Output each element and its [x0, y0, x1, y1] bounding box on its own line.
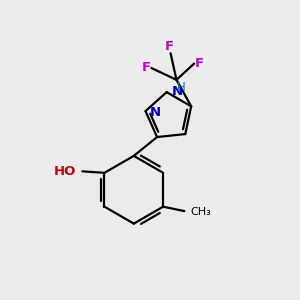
Text: N: N	[150, 106, 161, 119]
Text: HO: HO	[54, 165, 76, 178]
Text: CH₃: CH₃	[191, 207, 212, 217]
Text: F: F	[142, 61, 151, 74]
Text: H: H	[177, 81, 186, 94]
Text: F: F	[165, 40, 174, 53]
Text: N: N	[172, 85, 183, 98]
Text: F: F	[195, 56, 204, 70]
